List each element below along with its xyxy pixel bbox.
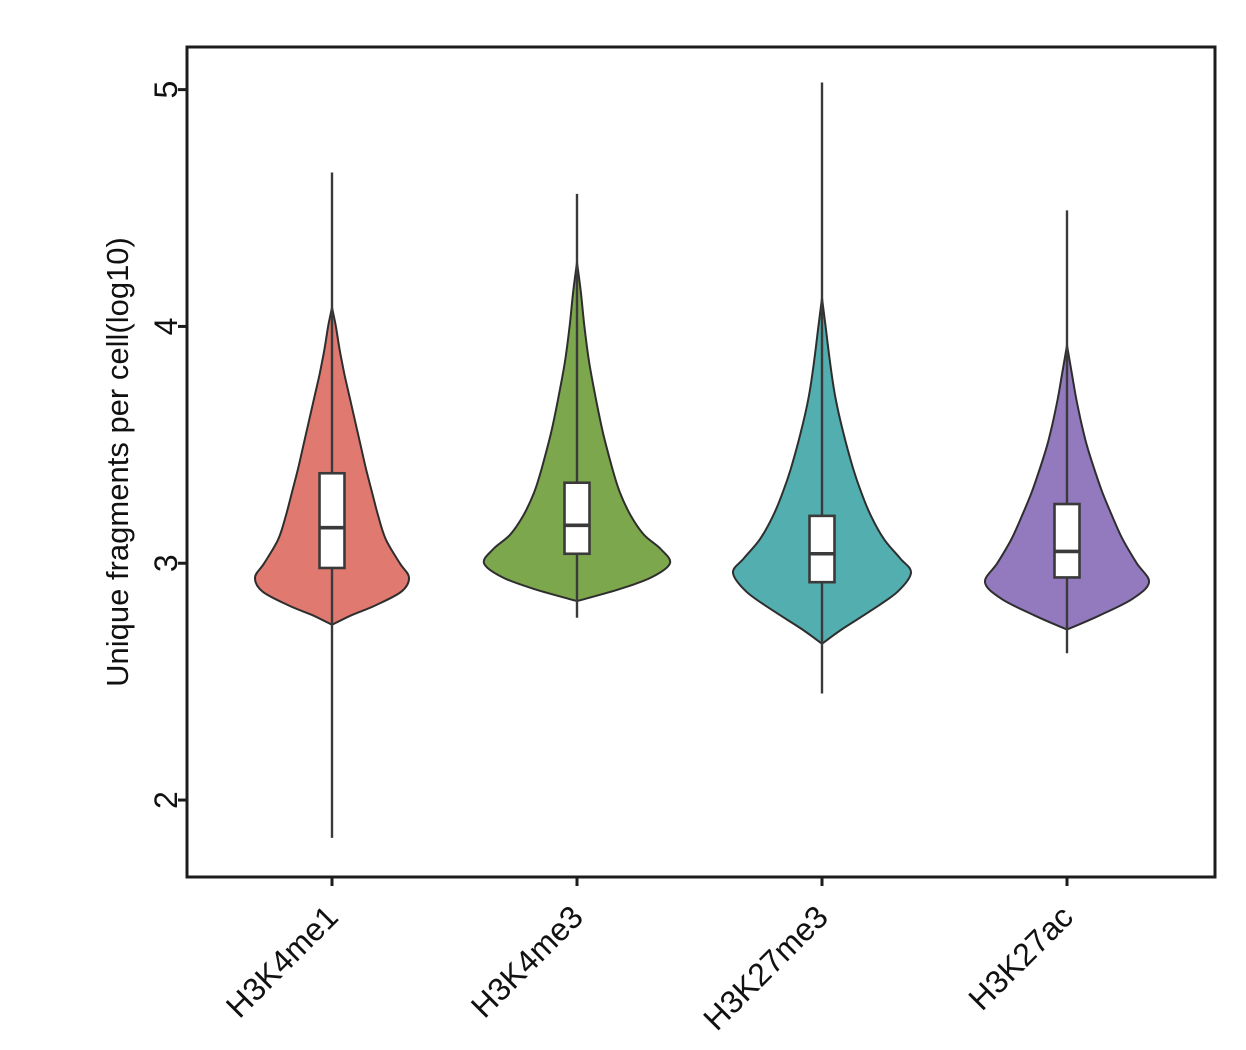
y-tick-label-3: 3 bbox=[148, 554, 184, 572]
box-H3K27ac bbox=[1053, 502, 1081, 579]
y-axis-title: Unique fragments per cell(log10) bbox=[100, 237, 135, 687]
x-tick-label-H3K4me1: H3K4me1 bbox=[219, 898, 345, 1024]
x-tick-label-H3K4me3: H3K4me3 bbox=[464, 898, 590, 1024]
y-tick-label-4: 4 bbox=[148, 318, 184, 336]
box-H3K4me1 bbox=[318, 471, 346, 570]
box-H3K27me3 bbox=[808, 514, 836, 584]
y-tick-label-5: 5 bbox=[148, 81, 184, 99]
panel-frame bbox=[185, 45, 1217, 879]
y-tick-label-2: 2 bbox=[148, 791, 184, 809]
x-tick-label-H3K27me3: H3K27me3 bbox=[696, 898, 835, 1037]
x-tick-label-H3K27ac: H3K27ac bbox=[961, 898, 1080, 1017]
box-H3K4me3 bbox=[563, 481, 591, 556]
